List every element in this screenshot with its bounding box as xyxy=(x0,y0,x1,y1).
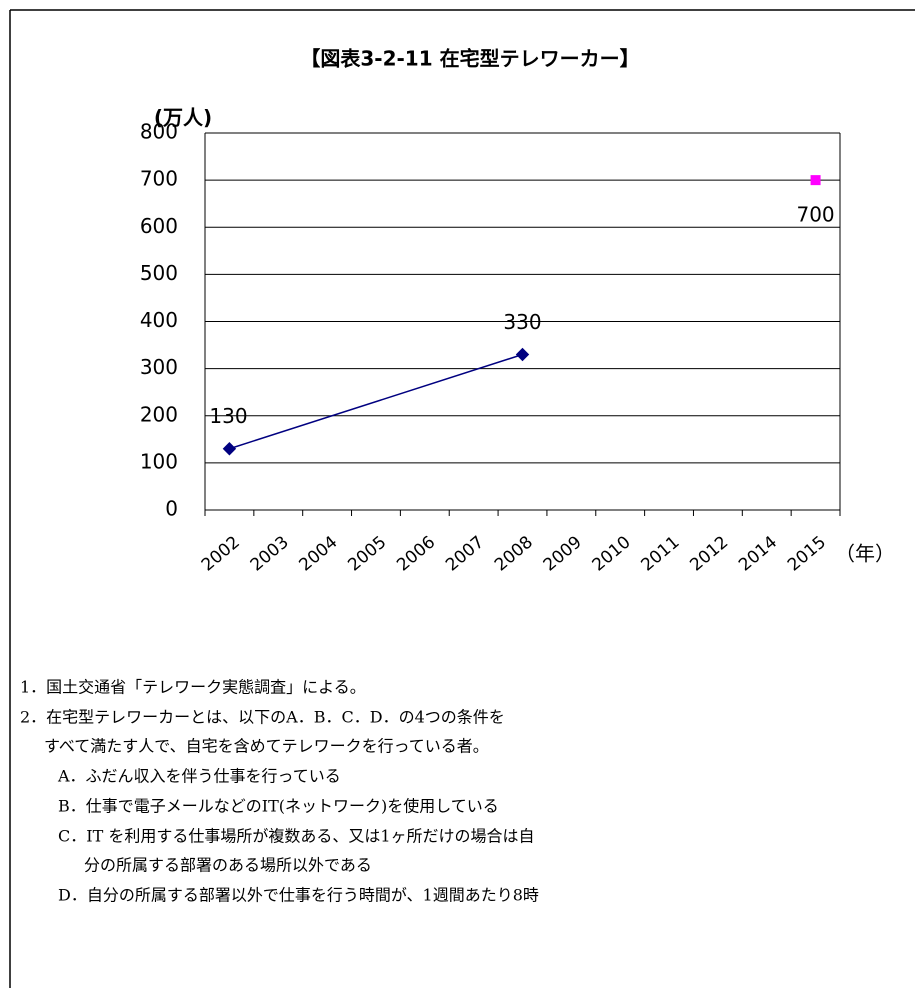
note: B．仕事で電子メールなどのIT(ネットワーク)を使用している xyxy=(58,797,499,816)
note: A．ふだん収入を伴う仕事を行っている xyxy=(57,767,341,786)
x-tick-label: 2012 xyxy=(686,532,732,575)
x-tick-label: 2010 xyxy=(589,532,635,575)
x-tick-label: 2006 xyxy=(393,532,439,575)
chart-title: 【図表3-2-11 在宅型テレワーカー】 xyxy=(300,47,639,71)
series-line xyxy=(229,353,523,450)
x-tick-label: 2015 xyxy=(784,532,830,575)
y-tick-label: 600 xyxy=(140,214,178,238)
data-point xyxy=(515,347,530,362)
x-tick-label: 2009 xyxy=(540,532,586,575)
y-tick-label: 0 xyxy=(165,497,178,521)
note: 2．在宅型テレワーカーとは、以下のA．B．C．D．の4つの条件を xyxy=(20,708,505,727)
x-tick-label: 2007 xyxy=(442,532,488,575)
x-tick-label: 2011 xyxy=(637,532,683,575)
note: すべて満たす人で、自宅を含めてテレワークを行っている者。 xyxy=(44,737,489,756)
x-tick-label: 2002 xyxy=(198,532,244,575)
data-label: 700 xyxy=(796,203,834,227)
x-axis-label: （年） xyxy=(835,542,895,566)
y-tick-label: 400 xyxy=(140,308,178,332)
data-label: 130 xyxy=(209,404,247,428)
note: D．自分の所属する部署以外で仕事を行う時間が、1週間あたり8時 xyxy=(58,886,539,905)
y-tick-label: 300 xyxy=(140,355,178,379)
y-tick-label: 100 xyxy=(140,449,178,473)
note: C．IT を利用する仕事場所が複数ある、又は1ヶ所だけの場合は自 xyxy=(58,827,535,846)
note: 1．国土交通省「テレワーク実態調査」による。 xyxy=(20,678,366,697)
x-tick-label: 2008 xyxy=(491,532,537,575)
data-point xyxy=(810,175,821,186)
x-tick-label: 2014 xyxy=(735,532,781,575)
data-label: 330 xyxy=(503,310,541,334)
y-tick-label: 500 xyxy=(140,261,178,285)
note: 分の所属する部署のある場所以外である xyxy=(84,856,372,875)
x-tick-label: 2004 xyxy=(296,532,342,575)
data-point xyxy=(222,442,237,456)
y-axis-label: (万人) xyxy=(154,106,212,130)
x-tick-label: 2003 xyxy=(247,532,293,575)
x-tick-label: 2005 xyxy=(344,532,390,575)
notes: 1．国土交通省「テレワーク実態調査」による。 2．在宅型テレワーカーとは、以下の… xyxy=(20,678,539,905)
y-tick-label: 700 xyxy=(140,167,178,191)
y-tick-label: 200 xyxy=(140,402,178,426)
y-tick-label: 800 xyxy=(140,120,178,144)
